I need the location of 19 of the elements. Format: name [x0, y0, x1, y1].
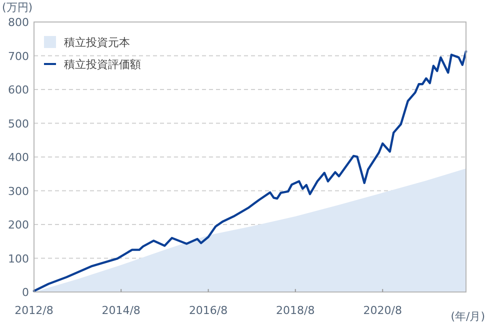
y-tick-label: 300 [8, 184, 29, 198]
y-tick-label: 0 [22, 286, 29, 299]
legend-label: 積立投資元本 [64, 36, 130, 49]
y-tick-label: 700 [8, 50, 29, 63]
x-tick-label: 2016/8 [188, 304, 228, 317]
y-tick-label: 200 [8, 218, 29, 232]
y-tick-label: 400 [8, 151, 29, 164]
legend-label: 積立投資評価額 [64, 58, 141, 71]
x-axis-title: (年/月) [450, 310, 485, 323]
x-tick-label: 2014/8 [102, 304, 140, 317]
x-tick-label: 2020/8 [363, 304, 402, 317]
y-axis-title: (万円) [2, 1, 33, 14]
line-series [32, 50, 468, 292]
y-tick-label: 800 [8, 16, 29, 29]
y-tick-label: 600 [8, 84, 29, 96]
x-tick-label: 2018/8 [276, 304, 315, 317]
y-tick-label: 100 [8, 252, 29, 266]
y-tick-label: 500 [8, 117, 29, 130]
x-tick-label: 2012/8 [14, 304, 54, 317]
